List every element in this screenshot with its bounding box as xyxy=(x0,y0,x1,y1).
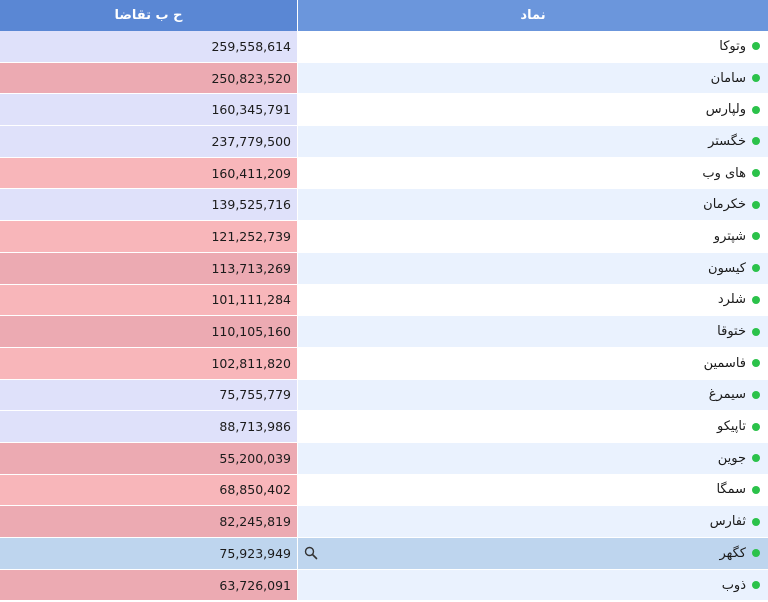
symbol-name: ختوقا xyxy=(717,324,746,340)
symbol-name: های وب xyxy=(702,165,746,181)
demand-cell: 82,245,819 xyxy=(0,506,298,538)
symbol-name: تاپیکو xyxy=(716,419,746,435)
demand-cell: 101,111,284 xyxy=(0,284,298,317)
demand-cell: 55,200,039 xyxy=(0,442,298,475)
demand-cell: 259,558,614 xyxy=(0,31,298,63)
column-header-symbol[interactable]: نماد xyxy=(298,0,768,31)
status-dot-icon xyxy=(752,42,760,51)
status-dot-icon xyxy=(752,327,760,336)
table-row[interactable]: 259,558,614 وتوکا xyxy=(0,31,768,63)
status-dot-icon xyxy=(752,137,760,146)
symbol-name: سیمرغ xyxy=(708,387,746,403)
demand-cell: 250,823,520 xyxy=(0,62,298,95)
symbol-cell[interactable]: وتوکا xyxy=(298,31,768,63)
symbol-name: شلرد xyxy=(717,292,746,308)
symbol-name: خگستر xyxy=(708,133,746,149)
symbol-cell[interactable]: جوین xyxy=(298,442,768,475)
status-dot-icon xyxy=(752,549,760,558)
table-row[interactable]: 113,713,269 کیسون xyxy=(0,252,768,285)
symbol-name: ولپارس xyxy=(705,102,746,118)
status-dot-icon xyxy=(752,485,760,494)
demand-cell: 75,923,949 xyxy=(0,538,298,570)
table-row[interactable]: 110,105,160 ختوقا xyxy=(0,316,768,348)
symbol-name: خکرمان xyxy=(703,197,746,213)
table-header: ح ب تقاضا نماد xyxy=(0,0,768,31)
symbol-cell[interactable]: خکرمان xyxy=(298,189,768,222)
symbol-name: وتوکا xyxy=(719,38,746,54)
demand-cell: 121,252,739 xyxy=(0,221,298,253)
status-dot-icon xyxy=(752,105,760,114)
table-row[interactable]: 68,850,402 سمگا xyxy=(0,474,768,507)
demand-cell: 75,755,779 xyxy=(0,379,298,412)
status-dot-icon xyxy=(752,232,760,241)
symbol-name: ثفارس xyxy=(709,514,746,530)
symbol-name: ذوب xyxy=(721,577,746,593)
demand-cell: 113,713,269 xyxy=(0,252,298,285)
symbol-cell[interactable]: سیمرغ xyxy=(298,379,768,412)
table-row[interactable]: 75,755,779 سیمرغ xyxy=(0,379,768,412)
symbol-cell[interactable]: ثفارس xyxy=(298,506,768,538)
symbol-cell[interactable]: ذوب xyxy=(298,569,768,602)
status-dot-icon xyxy=(752,295,760,304)
symbol-name: جوین xyxy=(717,450,746,466)
table-row[interactable]: 88,713,986 تاپیکو xyxy=(0,411,768,443)
symbol-cell[interactable]: شپترو xyxy=(298,221,768,253)
status-dot-icon xyxy=(752,200,760,209)
symbol-cell[interactable]: ختوقا xyxy=(298,316,768,348)
symbol-cell[interactable]: کگهر xyxy=(298,538,768,570)
symbol-cell[interactable]: ولپارس xyxy=(298,94,768,127)
symbol-name: کیسون xyxy=(708,260,746,276)
demand-cell: 139,525,716 xyxy=(0,189,298,222)
symbol-name: سامان xyxy=(710,70,746,86)
demand-cell: 63,726,091 xyxy=(0,569,298,602)
demand-cell: 160,411,209 xyxy=(0,157,298,190)
symbol-cell[interactable]: های وب xyxy=(298,157,768,190)
demand-cell: 68,850,402 xyxy=(0,474,298,507)
status-dot-icon xyxy=(752,74,760,83)
symbol-cell[interactable]: کیسون xyxy=(298,252,768,285)
symbol-cell[interactable]: خگستر xyxy=(298,126,768,158)
symbol-cell[interactable]: فاسمین xyxy=(298,347,768,380)
table-row[interactable]: 102,811,820 فاسمین xyxy=(0,347,768,380)
symbol-cell[interactable]: شلرد xyxy=(298,284,768,317)
table-row[interactable]: 237,779,500 خگستر xyxy=(0,126,768,158)
symbol-cell[interactable]: سمگا xyxy=(298,474,768,507)
table-row-selected[interactable]: 75,923,949 کگهر xyxy=(0,538,768,570)
status-dot-icon xyxy=(752,517,760,526)
table-row[interactable]: 82,245,819 ثفارس xyxy=(0,506,768,538)
demand-cell: 88,713,986 xyxy=(0,411,298,443)
status-dot-icon xyxy=(752,264,760,273)
status-dot-icon xyxy=(752,581,760,590)
table-row[interactable]: 250,823,520 سامان xyxy=(0,62,768,95)
table-row[interactable]: 121,252,739 شپترو xyxy=(0,221,768,253)
symbol-name: سمگا xyxy=(716,482,746,498)
column-header-demand[interactable]: ح ب تقاضا xyxy=(0,0,298,31)
symbol-cell[interactable]: سامان xyxy=(298,62,768,95)
symbol-name: فاسمین xyxy=(703,355,746,371)
status-dot-icon xyxy=(752,169,760,178)
status-dot-icon xyxy=(752,359,760,368)
search-icon[interactable] xyxy=(304,546,318,560)
demand-cell: 102,811,820 xyxy=(0,347,298,380)
status-dot-icon xyxy=(752,390,760,399)
table-row[interactable]: 160,345,791 ولپارس xyxy=(0,94,768,127)
table-row[interactable]: 139,525,716 خکرمان xyxy=(0,189,768,222)
symbol-cell[interactable]: تاپیکو xyxy=(298,411,768,443)
symbol-name: شپترو xyxy=(713,228,746,244)
symbol-name: کگهر xyxy=(719,545,746,561)
table-row[interactable]: 63,726,091 ذوب xyxy=(0,569,768,602)
table-body: 259,558,614 وتوکا 250,823,520 سامان 160,345,… xyxy=(0,31,768,602)
demand-cell: 160,345,791 xyxy=(0,94,298,127)
demand-cell: 110,105,160 xyxy=(0,316,298,348)
table-row[interactable]: 160,411,209 های وب xyxy=(0,157,768,190)
status-dot-icon xyxy=(752,422,760,431)
status-dot-icon xyxy=(752,454,760,463)
table-row[interactable]: 55,200,039 جوین xyxy=(0,442,768,475)
demand-cell: 237,779,500 xyxy=(0,126,298,158)
table-row[interactable]: 101,111,284 شلرد xyxy=(0,284,768,317)
